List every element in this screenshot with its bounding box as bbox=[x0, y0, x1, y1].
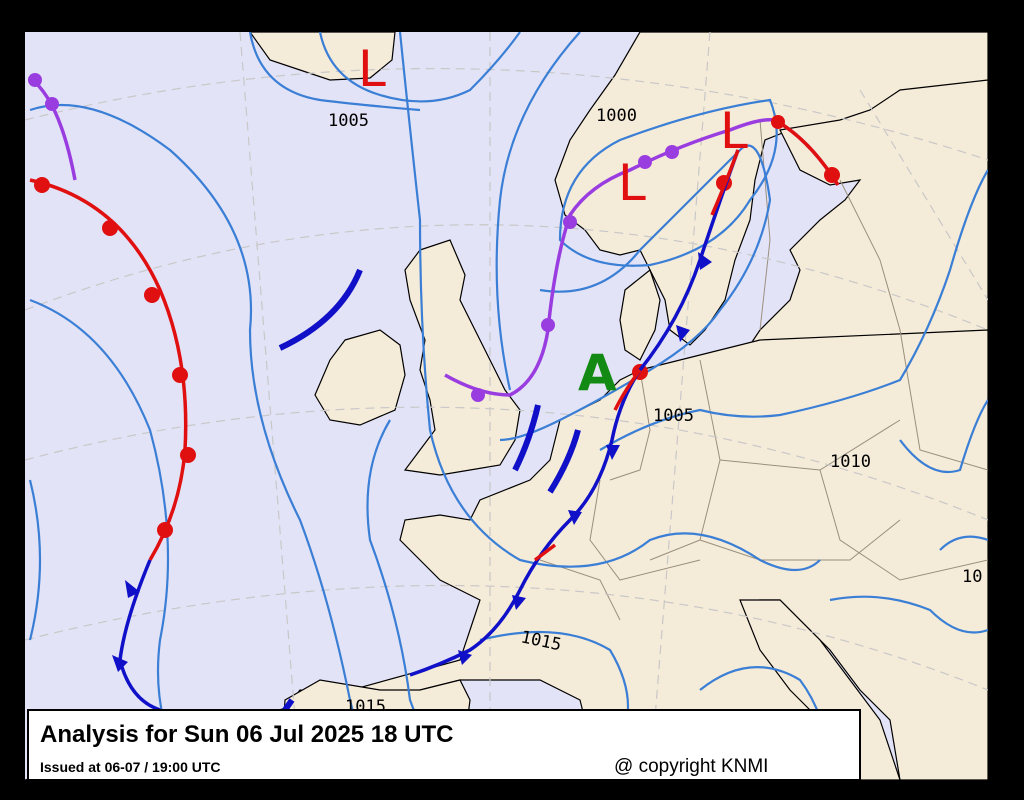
troughs bbox=[278, 268, 581, 712]
high-center: A bbox=[578, 344, 617, 402]
isobar-label: 1000 bbox=[596, 106, 637, 126]
caption-box bbox=[27, 709, 861, 781]
fronts bbox=[28, 73, 840, 712]
denmark bbox=[619, 268, 661, 361]
isobar-label: 1005 bbox=[653, 406, 694, 426]
low-center: L bbox=[618, 154, 646, 212]
warm-front-symbols bbox=[34, 177, 196, 538]
map-area: L L L A 1005 1000 1005 1010 1015 1015 10 bbox=[25, 32, 988, 780]
warm-front bbox=[29, 178, 188, 561]
caption-title: Analysis for Sun 06 Jul 2025 18 UTC bbox=[40, 721, 454, 748]
occluded-front-symbols bbox=[28, 73, 679, 402]
warm-front bbox=[533, 149, 740, 562]
caption-issued: Issued at 06-07 / 19:00 UTC bbox=[40, 759, 221, 775]
isobars bbox=[28, 32, 988, 780]
isobar-label: 1010 bbox=[830, 452, 871, 472]
low-center: L bbox=[720, 102, 748, 160]
borders bbox=[539, 119, 988, 621]
isobar-label: 1005 bbox=[328, 111, 369, 131]
iceland bbox=[249, 32, 396, 81]
ireland bbox=[314, 329, 406, 426]
caption-copyright: @ copyright KNMI bbox=[614, 756, 768, 777]
cold-front-symbols bbox=[112, 580, 140, 672]
isobar-label: 10 bbox=[962, 567, 982, 587]
low-center: L bbox=[358, 40, 386, 98]
cold-front-symbols bbox=[458, 252, 712, 665]
graticule bbox=[25, 32, 988, 780]
